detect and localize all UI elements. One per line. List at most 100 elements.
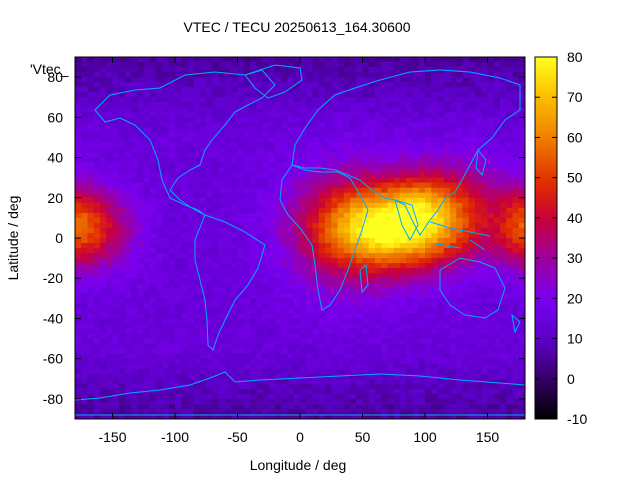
heatmap-cell xyxy=(512,152,520,159)
heatmap-cell xyxy=(318,238,326,244)
heatmap-cell xyxy=(162,258,170,264)
heatmap-cell xyxy=(106,197,114,204)
heatmap-cell xyxy=(512,92,520,98)
heatmap-cell xyxy=(306,353,314,360)
heatmap-cell xyxy=(256,263,264,269)
heatmap-cell xyxy=(512,238,520,244)
heatmap-cell xyxy=(500,152,507,159)
heatmap-cell xyxy=(487,137,495,144)
heatmap-cell xyxy=(406,207,414,214)
heatmap-cell xyxy=(87,172,95,179)
heatmap-cell xyxy=(300,187,307,194)
heatmap-cell xyxy=(343,398,351,405)
heatmap-cell xyxy=(462,388,470,395)
heatmap-cell xyxy=(343,92,351,98)
heatmap-cell xyxy=(462,77,470,83)
heatmap-cell xyxy=(306,328,314,335)
heatmap-cell xyxy=(112,253,120,259)
heatmap-cell xyxy=(337,358,345,365)
heatmap-cell xyxy=(350,333,357,340)
heatmap-cell xyxy=(462,137,470,144)
heatmap-cell xyxy=(456,338,464,345)
heatmap-cell xyxy=(368,328,376,335)
heatmap-cell xyxy=(250,72,257,78)
heatmap-cell xyxy=(262,393,270,400)
heatmap-cell xyxy=(343,243,351,249)
heatmap-cell xyxy=(506,333,514,340)
heatmap-cell xyxy=(81,207,89,214)
heatmap-cell xyxy=(206,137,214,144)
heatmap-cell xyxy=(387,162,395,169)
heatmap-cell xyxy=(143,363,151,370)
heatmap-cell xyxy=(475,373,482,380)
heatmap-cell xyxy=(256,298,264,304)
heatmap-cell xyxy=(256,122,264,128)
heatmap-cell xyxy=(175,167,182,174)
heatmap-cell xyxy=(387,112,395,118)
heatmap-cell xyxy=(156,137,164,144)
heatmap-cell xyxy=(325,72,332,78)
heatmap-cell xyxy=(381,232,389,239)
heatmap-cell xyxy=(231,258,239,264)
heatmap-cell xyxy=(487,212,495,219)
heatmap-cell xyxy=(368,112,376,118)
heatmap-cell xyxy=(262,318,270,325)
heatmap-cell xyxy=(481,67,489,73)
heatmap-cell xyxy=(225,207,232,214)
heatmap-cell xyxy=(125,323,132,330)
heatmap-cell xyxy=(237,67,245,73)
heatmap-cell xyxy=(175,373,182,380)
heatmap-cell xyxy=(456,222,464,229)
heatmap-cell xyxy=(512,82,520,88)
heatmap-cell xyxy=(243,278,251,284)
heatmap-cell xyxy=(481,388,489,395)
heatmap-cell xyxy=(481,207,489,214)
heatmap-cell xyxy=(375,243,382,249)
heatmap-cell xyxy=(350,358,357,365)
heatmap-cell xyxy=(181,388,189,395)
heatmap-cell xyxy=(300,137,307,144)
heatmap-cell xyxy=(475,102,482,108)
heatmap-cell xyxy=(81,348,89,355)
heatmap-cell xyxy=(281,378,289,385)
heatmap-cell xyxy=(306,137,314,144)
heatmap-cell xyxy=(137,308,145,315)
heatmap-cell xyxy=(375,57,382,63)
heatmap-cell xyxy=(100,157,107,164)
heatmap-cell xyxy=(187,263,195,269)
heatmap-cell xyxy=(456,62,464,68)
heatmap-cell xyxy=(325,393,332,400)
heatmap-cell xyxy=(250,243,257,249)
heatmap-cell xyxy=(287,353,295,360)
heatmap-cell xyxy=(106,77,114,83)
heatmap-cell xyxy=(343,283,351,289)
heatmap-cell xyxy=(112,303,120,309)
heatmap-cell xyxy=(200,107,207,113)
heatmap-cell xyxy=(412,167,420,174)
heatmap-cell xyxy=(162,298,170,304)
heatmap-cell xyxy=(225,222,232,229)
heatmap-cell xyxy=(287,192,295,199)
heatmap-cell xyxy=(318,258,326,264)
heatmap-cell xyxy=(218,82,226,88)
heatmap-cell xyxy=(437,343,445,350)
heatmap-cell xyxy=(462,378,470,385)
heatmap-cell xyxy=(318,363,326,370)
heatmap-cell xyxy=(356,383,364,390)
heatmap-cell xyxy=(500,323,507,330)
heatmap-cell xyxy=(87,212,95,219)
heatmap-cell xyxy=(150,278,157,284)
heatmap-cell xyxy=(350,328,357,335)
heatmap-cell xyxy=(206,388,214,395)
heatmap-cell xyxy=(225,227,232,234)
heatmap-cell xyxy=(431,333,439,340)
heatmap-cell xyxy=(137,197,145,204)
heatmap-cell xyxy=(300,192,307,199)
heatmap-cell xyxy=(350,77,357,83)
heatmap-cell xyxy=(450,243,457,249)
heatmap-cell xyxy=(312,192,320,199)
heatmap-cell xyxy=(93,92,101,98)
heatmap-cell xyxy=(250,82,257,88)
heatmap-cell xyxy=(231,77,239,83)
heatmap-cell xyxy=(150,288,157,294)
